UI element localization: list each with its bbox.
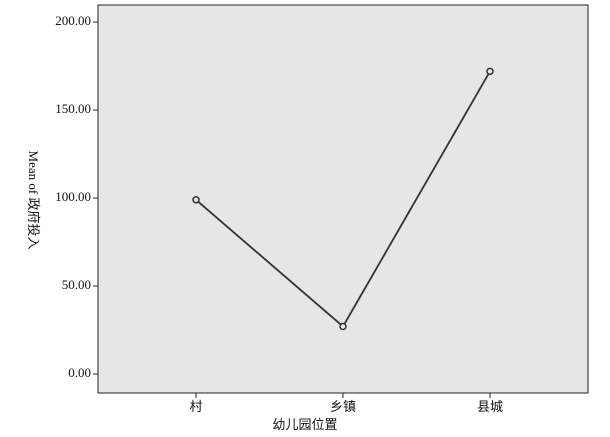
y-tick-label: 0.00: [68, 365, 91, 380]
y-tick-label: 100.00: [55, 189, 91, 204]
y-tick-label: 50.00: [62, 277, 91, 292]
point: [339, 322, 347, 331]
x-tick-label: 县城: [477, 399, 503, 414]
point: [192, 196, 200, 204]
y-axis-label: Mean of 政府投入: [26, 151, 41, 250]
y-tick-label: 200.00: [55, 13, 91, 28]
point: [486, 67, 494, 76]
x-axis-label: 幼儿园位置: [272, 417, 337, 432]
y-tick-label: 150.00: [55, 101, 91, 116]
x-tick-label: 乡镇: [330, 399, 356, 414]
x-tick-label: 村: [189, 399, 202, 414]
plot-area: [97, 4, 589, 394]
